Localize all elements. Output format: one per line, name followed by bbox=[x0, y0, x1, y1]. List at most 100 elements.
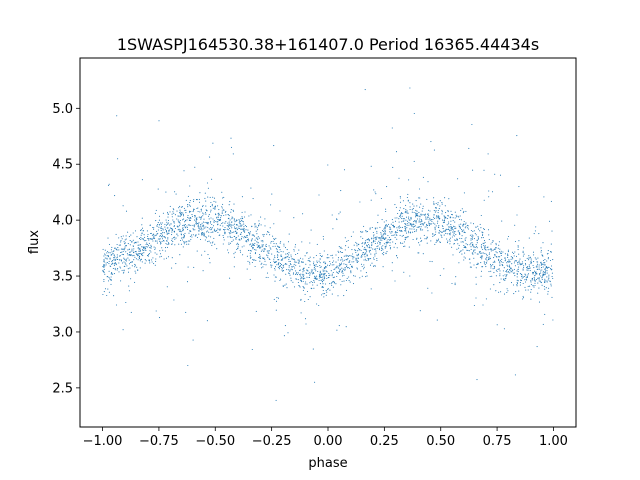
data-point bbox=[472, 169, 474, 171]
data-point bbox=[309, 242, 311, 244]
data-point bbox=[329, 265, 331, 267]
data-point bbox=[288, 233, 290, 235]
data-point bbox=[422, 229, 424, 231]
data-point bbox=[179, 223, 181, 225]
data-point bbox=[295, 264, 297, 266]
data-point bbox=[507, 260, 509, 263]
data-point bbox=[282, 270, 285, 272]
data-point bbox=[391, 234, 393, 237]
data-point bbox=[191, 214, 193, 216]
data-point bbox=[372, 248, 374, 250]
data-point bbox=[209, 242, 211, 244]
data-point bbox=[365, 231, 367, 233]
data-point bbox=[433, 210, 435, 212]
data-point bbox=[227, 249, 229, 251]
data-point bbox=[167, 237, 169, 239]
data-point bbox=[421, 221, 423, 223]
data-point bbox=[110, 273, 112, 275]
data-point bbox=[235, 237, 237, 239]
data-point bbox=[517, 271, 519, 273]
data-point bbox=[404, 239, 406, 241]
data-point bbox=[293, 250, 295, 252]
data-point bbox=[160, 223, 162, 225]
data-point bbox=[339, 269, 341, 271]
data-point bbox=[377, 222, 379, 224]
data-point bbox=[111, 259, 114, 262]
data-point bbox=[433, 149, 435, 151]
data-point bbox=[195, 218, 197, 220]
data-point bbox=[233, 203, 235, 205]
data-point bbox=[552, 259, 554, 261]
data-point bbox=[188, 243, 190, 245]
data-point bbox=[534, 284, 536, 287]
data-point bbox=[506, 271, 508, 273]
data-point bbox=[168, 230, 170, 232]
data-point bbox=[504, 253, 506, 255]
data-point bbox=[178, 207, 180, 209]
data-point bbox=[502, 261, 504, 264]
data-point bbox=[189, 230, 191, 232]
data-point bbox=[373, 237, 375, 239]
data-point bbox=[470, 248, 472, 250]
data-point bbox=[349, 263, 351, 266]
data-point bbox=[436, 319, 438, 321]
data-point bbox=[460, 250, 462, 252]
data-point bbox=[499, 273, 501, 275]
data-point bbox=[479, 251, 481, 253]
data-point bbox=[137, 247, 139, 249]
data-point bbox=[483, 240, 486, 242]
data-point bbox=[434, 227, 436, 229]
data-point bbox=[453, 232, 455, 234]
data-point bbox=[145, 260, 147, 262]
data-point bbox=[202, 206, 204, 208]
data-point bbox=[104, 265, 106, 267]
data-point bbox=[332, 271, 334, 274]
data-point bbox=[337, 267, 339, 269]
data-point bbox=[373, 258, 375, 260]
data-point bbox=[415, 215, 417, 217]
data-point bbox=[107, 237, 109, 239]
data-point bbox=[224, 232, 226, 234]
data-point bbox=[171, 228, 173, 230]
data-point bbox=[222, 229, 225, 231]
data-point bbox=[330, 283, 332, 285]
data-point bbox=[183, 241, 185, 244]
data-point bbox=[238, 220, 241, 222]
data-point bbox=[485, 258, 487, 260]
data-point bbox=[302, 286, 304, 288]
data-point bbox=[120, 259, 122, 261]
data-point bbox=[495, 242, 497, 244]
data-point bbox=[519, 262, 521, 264]
data-point bbox=[456, 248, 458, 250]
data-point bbox=[330, 255, 332, 257]
data-point bbox=[186, 225, 188, 227]
data-point bbox=[109, 257, 111, 259]
data-point bbox=[175, 237, 177, 239]
data-point bbox=[316, 278, 319, 280]
data-point bbox=[154, 248, 156, 250]
data-point bbox=[327, 254, 329, 256]
data-point bbox=[394, 217, 396, 219]
data-point bbox=[510, 270, 512, 272]
data-point bbox=[428, 214, 430, 217]
data-point bbox=[197, 222, 199, 225]
data-point bbox=[354, 275, 356, 277]
data-point bbox=[373, 239, 375, 241]
data-point bbox=[268, 231, 270, 234]
data-point bbox=[500, 250, 502, 252]
data-point bbox=[319, 252, 321, 255]
data-point bbox=[363, 225, 365, 227]
data-point bbox=[185, 209, 187, 211]
data-point bbox=[498, 256, 500, 258]
data-point bbox=[216, 216, 218, 218]
data-point bbox=[315, 270, 317, 272]
data-point bbox=[389, 227, 391, 229]
data-point bbox=[109, 265, 111, 267]
data-point bbox=[322, 278, 324, 280]
data-point bbox=[269, 234, 271, 236]
data-point bbox=[370, 253, 372, 255]
data-point bbox=[290, 256, 292, 258]
data-point bbox=[348, 280, 350, 282]
data-point bbox=[145, 246, 147, 248]
data-point bbox=[332, 286, 334, 288]
